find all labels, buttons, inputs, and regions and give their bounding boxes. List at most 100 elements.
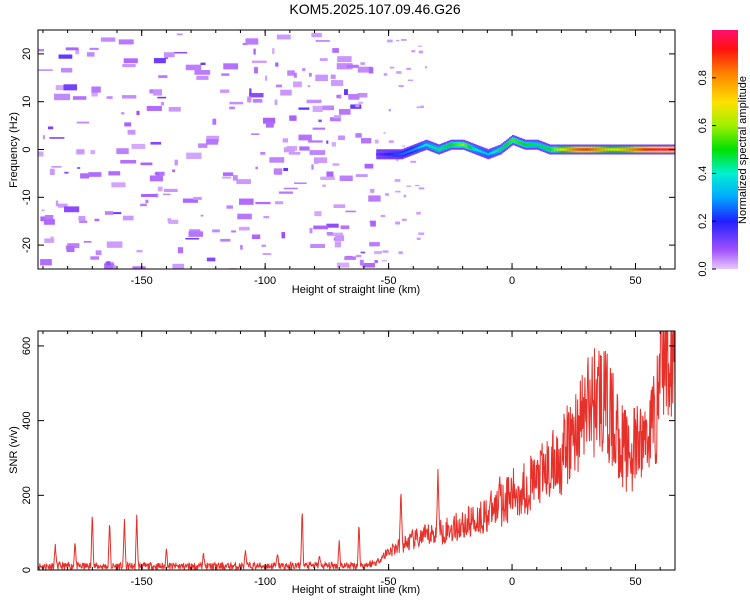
noise-cell — [326, 231, 333, 235]
ridge-core — [550, 148, 553, 151]
noise-cell — [358, 101, 363, 104]
noise-cell — [172, 263, 185, 269]
noise-cell — [51, 166, 62, 168]
noise-cell — [306, 99, 322, 104]
noise-cell — [251, 234, 261, 239]
ridge-core — [488, 152, 492, 155]
noise-cell — [339, 109, 351, 115]
noise-cell — [247, 96, 252, 103]
ridge-core — [410, 149, 413, 152]
noise-cell — [356, 254, 362, 258]
noise-cell — [91, 92, 98, 97]
ridge-core — [445, 145, 448, 148]
ridge-core — [525, 143, 529, 146]
noise-cell — [49, 137, 65, 139]
ridge-core — [376, 153, 379, 156]
noise-cell — [176, 33, 183, 36]
noise-cell — [212, 229, 220, 233]
snr-x-ticks: -150 -100 -50 0 50 — [42, 331, 661, 588]
ridge-core — [623, 148, 626, 151]
noise-cell — [91, 86, 101, 93]
noise-cell — [106, 261, 111, 266]
spectrogram-y-ticks: -20 -10 0 10 20 — [21, 48, 675, 253]
noise-cell — [293, 72, 297, 78]
noise-cell — [226, 205, 233, 209]
noise-cell — [122, 64, 136, 68]
noise-cell — [206, 135, 220, 143]
noise-cell — [346, 64, 359, 68]
noise-cell — [155, 171, 165, 176]
ridge-core — [439, 147, 442, 151]
colorbar: 0.0 0.2 0.4 0.6 0.8 Normalized spectral ampl… — [697, 30, 749, 277]
ridge-core — [498, 148, 501, 152]
noise-cell — [242, 42, 248, 46]
ridge-core — [479, 150, 482, 153]
noise-cell — [388, 140, 394, 143]
ridge-core — [505, 143, 509, 146]
noise-cell — [362, 262, 376, 268]
noise-cell — [382, 250, 389, 253]
noise-cell — [146, 105, 162, 111]
ridge-core — [596, 148, 600, 151]
noise-cell — [44, 215, 54, 222]
noise-cell — [38, 151, 44, 157]
ridge-core — [430, 145, 433, 148]
ridge-core — [425, 143, 428, 146]
ridge-core — [658, 148, 661, 151]
noise-cell — [60, 67, 73, 73]
noise-cell — [282, 138, 289, 143]
noise-cell — [253, 48, 256, 55]
snr-series-line — [38, 331, 675, 570]
noise-cell — [123, 58, 138, 64]
ridge-core — [502, 145, 505, 149]
x-tick-label: -100 — [254, 275, 276, 287]
noise-cell — [309, 150, 326, 155]
noise-cell — [374, 260, 378, 264]
noise-cell — [121, 95, 137, 99]
noise-cell — [407, 79, 414, 82]
noise-cell — [188, 231, 204, 237]
noise-cell — [237, 213, 252, 220]
noise-cell — [336, 262, 350, 268]
ridge-core — [533, 143, 536, 146]
chart-title: KOM5.2025.107.09.46.G26 — [289, 1, 460, 17]
noise-cell — [332, 163, 340, 166]
noise-cell — [163, 52, 175, 58]
ridge-core — [437, 148, 441, 151]
ridge-core — [387, 153, 390, 156]
noise-cell — [64, 171, 69, 174]
ridge-core — [450, 143, 453, 146]
ridge-core — [478, 149, 481, 152]
noise-cell — [124, 122, 132, 127]
colorbar-ticks: 0.0 0.2 0.4 0.6 0.8 — [697, 70, 716, 277]
noise-cell — [274, 99, 278, 105]
ridge-core — [586, 148, 589, 151]
y-tick-label: 0 — [21, 567, 33, 573]
spectrogram-x-ticks: -150 -100 -50 0 50 — [42, 30, 661, 287]
ridge-core — [555, 148, 558, 151]
ridge-core — [618, 148, 621, 151]
noise-cell — [410, 160, 417, 163]
noise-cell — [100, 37, 116, 42]
ridge-core — [527, 143, 530, 146]
ridge-core — [407, 150, 410, 154]
noise-cell — [58, 54, 73, 59]
noise-cell — [368, 67, 374, 74]
noise-cell — [127, 129, 136, 135]
noise-cell — [265, 121, 274, 128]
spectrogram-ridge-layer — [376, 134, 675, 160]
ridge-core — [405, 151, 408, 154]
ridge-core — [454, 143, 458, 146]
ridge-core — [578, 148, 581, 151]
noise-cell — [395, 190, 401, 193]
ridge-core — [453, 143, 456, 146]
noise-cell — [276, 34, 291, 40]
noise-cell — [370, 220, 376, 227]
ridge-core — [462, 143, 465, 146]
noise-cell — [374, 139, 379, 144]
y-tick-label: 10 — [21, 96, 33, 108]
noise-cell — [108, 171, 121, 176]
ridge-core — [529, 143, 532, 146]
ridge-core — [422, 144, 425, 148]
noise-cell — [200, 214, 204, 217]
